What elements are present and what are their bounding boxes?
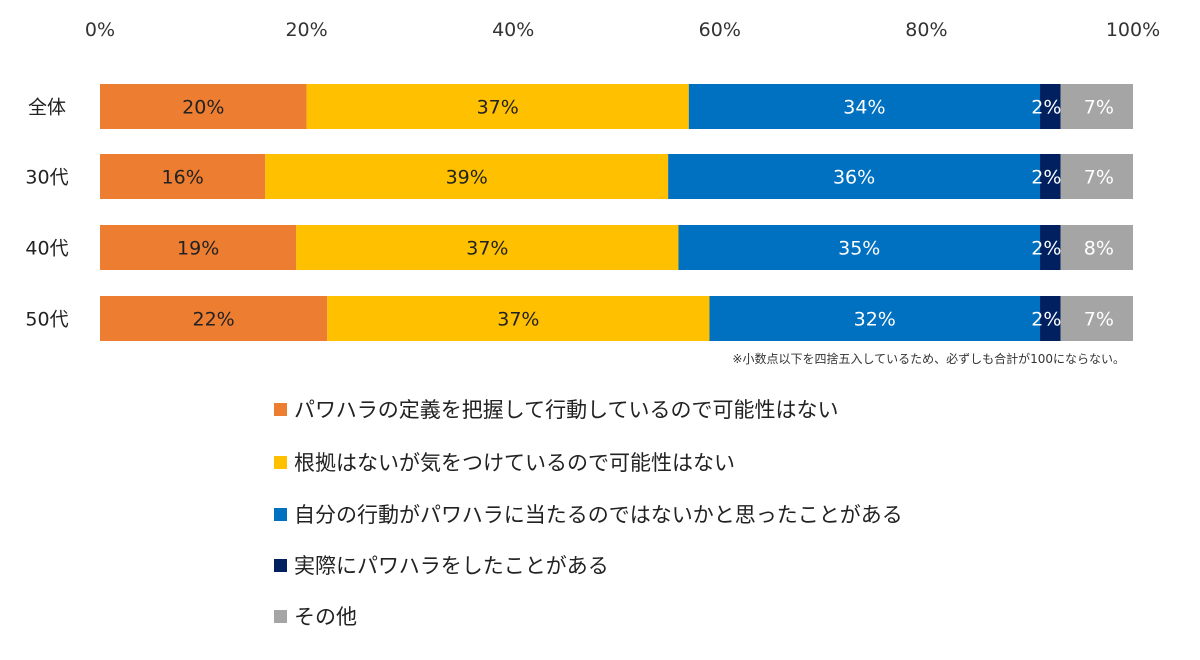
bar-segment	[327, 296, 710, 341]
legend: パワハラの定義を把握して行動しているので可能性はない根拠はないが気をつけているの…	[274, 398, 903, 629]
data-label: 2%	[1031, 167, 1061, 189]
legend-swatch	[274, 559, 287, 572]
legend-swatch	[274, 508, 287, 521]
data-label: 37%	[466, 238, 508, 260]
legend-label: その他	[294, 605, 357, 629]
bars: 20% 37% 34% 2% 7% 16% 39% 36% 2% 7% 19% 37% 35% 2% 8% 2…	[100, 84, 1133, 341]
x-tick-label: 60%	[699, 19, 741, 41]
bar-segment	[100, 154, 266, 199]
category-label: 50代	[25, 309, 68, 331]
bar-segment	[100, 296, 328, 341]
data-label: 16%	[162, 167, 204, 189]
bar-segment	[296, 225, 679, 270]
data-label: 37%	[497, 309, 539, 331]
data-label: 32%	[854, 309, 896, 331]
category-label: 全体	[28, 97, 66, 119]
bar-segment	[688, 84, 1041, 129]
bar-segment	[306, 84, 689, 129]
bar-segment	[1040, 225, 1061, 270]
legend-label: 実際にパワハラをしたことがある	[294, 554, 609, 578]
bar-segment	[1060, 296, 1133, 341]
data-label: 2%	[1031, 238, 1061, 260]
data-label: 2%	[1031, 309, 1061, 331]
data-label: 7%	[1084, 167, 1114, 189]
data-label: 8%	[1084, 238, 1114, 260]
data-label: 2%	[1031, 97, 1061, 119]
data-label: 35%	[838, 238, 880, 260]
data-label: 20%	[182, 97, 224, 119]
category-labels: 全体 30代 40代 50代	[25, 97, 68, 331]
data-label: 7%	[1084, 97, 1114, 119]
x-tick-label: 100%	[1106, 19, 1160, 41]
data-label: 36%	[833, 167, 875, 189]
x-tick-label: 80%	[905, 19, 947, 41]
data-label: 37%	[477, 97, 519, 119]
x-tick-label: 40%	[492, 19, 534, 41]
category-label: 30代	[25, 167, 68, 189]
legend-swatch	[274, 610, 287, 623]
bar-segment	[100, 84, 307, 129]
data-label: 22%	[193, 309, 235, 331]
data-label: 19%	[177, 238, 219, 260]
data-label: 34%	[843, 97, 885, 119]
bar-segment	[100, 225, 297, 270]
x-tick-label: 20%	[285, 19, 327, 41]
bar-segment	[678, 225, 1041, 270]
bar-segment	[668, 154, 1041, 199]
bar-segment	[709, 296, 1041, 341]
data-label: 7%	[1084, 309, 1114, 331]
bar-segment	[1060, 225, 1133, 270]
bar-segment	[1040, 296, 1061, 341]
legend-label: 根拠はないが気をつけているので可能性はない	[294, 451, 735, 475]
legend-swatch	[274, 403, 287, 416]
bar-segment	[1060, 84, 1133, 129]
bar-segment	[1060, 154, 1133, 199]
data-label: 39%	[446, 167, 488, 189]
bar-segment	[265, 154, 669, 199]
legend-swatch	[274, 456, 287, 469]
x-tick-label: 0%	[85, 19, 115, 41]
footnote: ※小数点以下を四捨五入しているため、必ずしも合計が100にならない。	[732, 351, 1125, 366]
bar-segment	[1040, 84, 1061, 129]
x-axis-ticks: 0% 20% 40% 60% 80% 100%	[85, 19, 1160, 41]
bar-segment	[1040, 154, 1061, 199]
legend-label: パワハラの定義を把握して行動しているので可能性はない	[294, 398, 839, 422]
legend-label: 自分の行動がパワハラに当たるのではないかと思ったことがある	[294, 503, 903, 527]
category-label: 40代	[25, 238, 68, 260]
